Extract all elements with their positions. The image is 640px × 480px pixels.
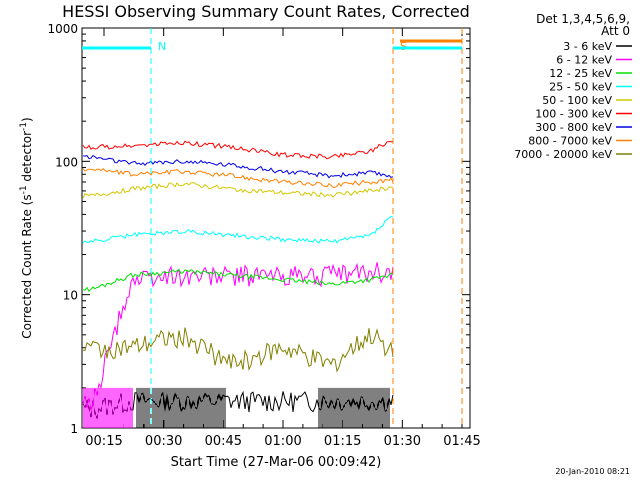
x-tick-label: 01:15: [324, 434, 361, 449]
legend-entry-label: 800 - 7000 keV: [528, 135, 612, 148]
series-line-4: [82, 181, 394, 199]
y-tick-label: 1: [70, 422, 78, 436]
series-line-5: [82, 140, 394, 160]
legend-entry-label: 7000 - 20000 keV: [514, 148, 612, 161]
series-line-3: [82, 215, 394, 244]
footer-date: 20-Jan-2010 08:21: [555, 467, 630, 476]
legend-entry-label: 50 - 100 keV: [542, 94, 612, 107]
x-axis-label: Start Time (27-Mar-06 00:09:42): [171, 455, 382, 470]
y-tick-label: 100: [55, 155, 78, 169]
y-tick-label: 10: [63, 289, 78, 303]
x-tick-label: 00:45: [205, 434, 242, 449]
legend-entry-label: 25 - 50 keV: [549, 81, 612, 94]
y-axis-label-part: Corrected Count Rate (s: [20, 194, 34, 338]
y-axis-label-part: -1: [19, 185, 29, 194]
x-tick-label: 01:30: [384, 434, 421, 449]
series-line-6: [82, 154, 394, 179]
y-tick-label: 1000: [47, 22, 78, 36]
x-tick-label: 00:15: [85, 434, 122, 449]
series-line-7: [82, 168, 394, 188]
y-axis-label: Corrected Count Rate (s-1 detector-1): [19, 117, 34, 338]
legend-header: Att 0: [601, 24, 630, 38]
x-tick-label: 00:30: [145, 434, 182, 449]
legend-entry-label: 6 - 12 keV: [556, 54, 612, 67]
series-line-2: [82, 268, 394, 293]
plot-frame: [81, 27, 471, 429]
legend-entry-label: 3 - 6 keV: [563, 40, 612, 53]
annotation-label: N: [158, 40, 166, 53]
legend-header: Det 1,3,4,5,6,9,: [536, 12, 630, 26]
y-axis-label-part: detector: [20, 131, 34, 186]
legend-entry-label: 300 - 800 keV: [535, 121, 612, 134]
y-axis-label-part: -1: [19, 122, 29, 131]
series-line-1: [82, 262, 394, 411]
series-line-8: [83, 327, 394, 373]
x-tick-label: 01:45: [443, 434, 480, 449]
y-axis-label-part: ): [20, 117, 34, 122]
legend-entry-label: 12 - 25 keV: [549, 67, 612, 80]
x-tick-label: 01:00: [264, 434, 301, 449]
legend-entry-label: 100 - 300 keV: [535, 108, 612, 121]
chart-title: HESSI Observing Summary Count Rates, Cor…: [62, 2, 470, 21]
